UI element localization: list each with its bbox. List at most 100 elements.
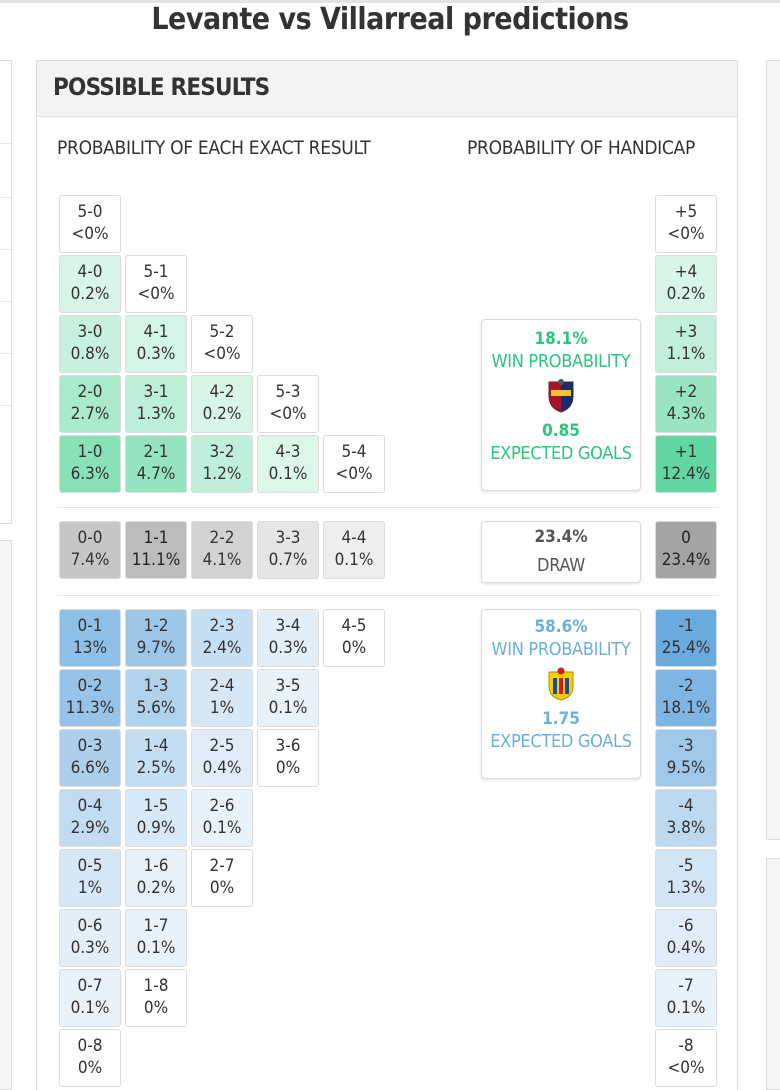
score-label: 2-5 bbox=[209, 736, 235, 756]
score-probability: 6.3% bbox=[70, 464, 110, 484]
score-label: 3-1 bbox=[143, 382, 169, 402]
score-cell-2-2: 2-2 4.1% bbox=[191, 521, 253, 579]
score-probability: 13% bbox=[73, 638, 107, 658]
score-probability: 0.1% bbox=[334, 550, 374, 570]
score-cell-0-7: 0-7 0.1% bbox=[59, 969, 121, 1027]
score-label: -6 bbox=[678, 916, 694, 936]
divider bbox=[0, 143, 11, 144]
score-probability: 0.2% bbox=[136, 878, 176, 898]
score-label: 5-2 bbox=[209, 322, 235, 342]
score-cell-5-4: 5-4 <0% bbox=[323, 435, 385, 493]
score-label: 3-5 bbox=[275, 676, 301, 696]
left-side-panel bbox=[0, 60, 12, 524]
handicap-cell--3: -3 9.5% bbox=[655, 729, 717, 787]
score-label: 3-4 bbox=[275, 616, 301, 636]
score-label: 3-0 bbox=[77, 322, 103, 342]
score-probability: 2.4% bbox=[202, 638, 242, 658]
score-probability: <0% bbox=[269, 404, 307, 424]
score-probability: 23.4% bbox=[661, 550, 711, 570]
score-label: 0 bbox=[681, 528, 691, 548]
score-probability: 0.2% bbox=[666, 284, 706, 304]
score-probability: 0% bbox=[209, 878, 235, 898]
home-win-probability: 18.1% bbox=[534, 329, 588, 349]
score-label: 0-1 bbox=[77, 616, 103, 636]
divider bbox=[0, 301, 11, 302]
score-probability: 2.5% bbox=[136, 758, 176, 778]
score-cell-1-2: 1-2 9.7% bbox=[125, 609, 187, 667]
home-win-card: 18.1% WIN PROBABILITY 0.85 EXPECTED GOAL… bbox=[481, 319, 641, 491]
score-cell-0-4: 0-4 2.9% bbox=[59, 789, 121, 847]
score-label: 3-2 bbox=[209, 442, 235, 462]
score-cell-2-5: 2-5 0.4% bbox=[191, 729, 253, 787]
handicap-cell-+1: +1 12.4% bbox=[655, 435, 717, 493]
score-probability: <0% bbox=[71, 224, 109, 244]
score-probability: 2.7% bbox=[70, 404, 110, 424]
score-cell-3-6: 3-6 0% bbox=[257, 729, 319, 787]
top-rule bbox=[0, 0, 780, 3]
score-cell-4-1: 4-1 0.3% bbox=[125, 315, 187, 373]
score-cell-4-3: 4-3 0.1% bbox=[257, 435, 319, 493]
score-probability: 7.4% bbox=[70, 550, 110, 570]
away-win-card: 58.6% WIN PROBABILITY 1.75 EXPECTED GOAL… bbox=[481, 609, 641, 779]
score-label: 2-6 bbox=[209, 796, 235, 816]
score-probability: 0.4% bbox=[666, 938, 706, 958]
divider bbox=[0, 197, 11, 198]
score-label: 2-3 bbox=[209, 616, 235, 636]
score-cell-3-1: 3-1 1.3% bbox=[125, 375, 187, 433]
score-probability: 4.3% bbox=[666, 404, 706, 424]
score-cell-2-7: 2-7 0% bbox=[191, 849, 253, 907]
score-probability: 11.1% bbox=[131, 550, 181, 570]
divider bbox=[0, 405, 11, 406]
handicap-cell--6: -6 0.4% bbox=[655, 909, 717, 967]
score-cell-0-5: 0-5 1% bbox=[59, 849, 121, 907]
score-cell-3-4: 3-4 0.3% bbox=[257, 609, 319, 667]
score-probability: 0.4% bbox=[202, 758, 242, 778]
score-probability: 0.1% bbox=[666, 998, 706, 1018]
score-cell-1-7: 1-7 0.1% bbox=[125, 909, 187, 967]
score-label: 0-5 bbox=[77, 856, 103, 876]
score-label: 1-6 bbox=[143, 856, 169, 876]
score-label: 2-2 bbox=[209, 528, 235, 548]
handicap-cell--8: -8 <0% bbox=[655, 1029, 717, 1087]
score-probability: 12.4% bbox=[661, 464, 711, 484]
score-probability: 0.8% bbox=[70, 344, 110, 364]
score-label: 1-3 bbox=[143, 676, 169, 696]
panel-header: POSSIBLE RESULTS bbox=[37, 61, 737, 117]
away-xg-label: EXPECTED GOALS bbox=[490, 731, 632, 752]
score-label: 0-0 bbox=[77, 528, 103, 548]
score-label: 4-5 bbox=[341, 616, 367, 636]
score-label: 1-1 bbox=[143, 528, 169, 548]
score-probability: 0.7% bbox=[268, 550, 308, 570]
score-cell-0-6: 0-6 0.3% bbox=[59, 909, 121, 967]
score-label: 4-2 bbox=[209, 382, 235, 402]
score-cell-0-0: 0-0 7.4% bbox=[59, 521, 121, 579]
score-cell-1-5: 1-5 0.9% bbox=[125, 789, 187, 847]
score-label: -2 bbox=[678, 676, 694, 696]
score-probability: 0% bbox=[341, 638, 367, 658]
handicap-cell--1: -1 25.4% bbox=[655, 609, 717, 667]
score-label: 4-0 bbox=[77, 262, 103, 282]
score-probability: 0.1% bbox=[202, 818, 242, 838]
score-probability: <0% bbox=[203, 344, 241, 364]
score-probability: 25.4% bbox=[661, 638, 711, 658]
score-probability: <0% bbox=[137, 284, 175, 304]
score-label: 4-3 bbox=[275, 442, 301, 462]
handicap-cell--7: -7 0.1% bbox=[655, 969, 717, 1027]
away-win-probability: 58.6% bbox=[534, 617, 588, 637]
divider bbox=[0, 353, 11, 354]
score-cell-4-4: 4-4 0.1% bbox=[323, 521, 385, 579]
right-side-panel bbox=[766, 60, 780, 840]
score-label: +4 bbox=[674, 262, 698, 282]
score-label: 5-1 bbox=[143, 262, 169, 282]
handicap-cell-+2: +2 4.3% bbox=[655, 375, 717, 433]
exact-result-heading: PROBABILITY OF EACH EXACT RESULT bbox=[57, 137, 371, 159]
score-cell-0-3: 0-3 6.6% bbox=[59, 729, 121, 787]
score-probability: 6.6% bbox=[70, 758, 110, 778]
handicap-cell-0: 0 23.4% bbox=[655, 521, 717, 579]
score-label: +3 bbox=[674, 322, 698, 342]
score-cell-0-8: 0-8 0% bbox=[59, 1029, 121, 1087]
score-label: 0-2 bbox=[77, 676, 103, 696]
score-cell-1-3: 1-3 5.6% bbox=[125, 669, 187, 727]
handicap-cell-+3: +3 1.1% bbox=[655, 315, 717, 373]
score-label: +5 bbox=[674, 202, 698, 222]
